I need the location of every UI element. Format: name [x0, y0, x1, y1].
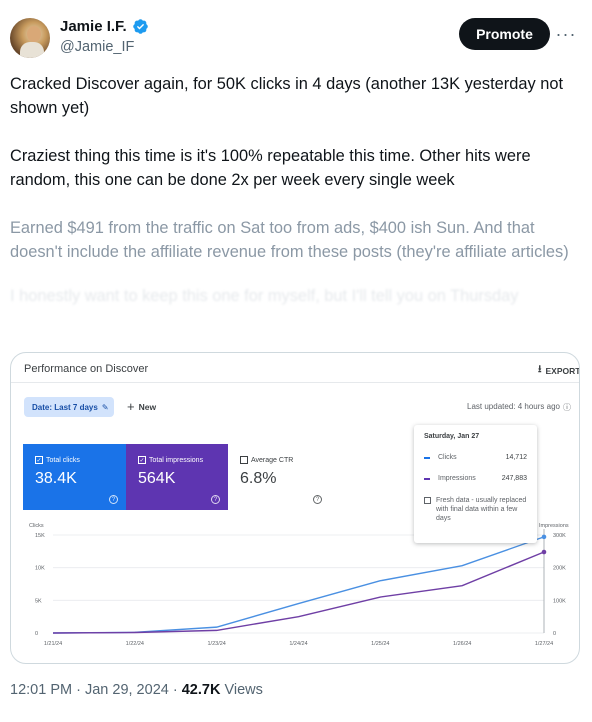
metric-label: Average CTR	[240, 456, 330, 464]
verified-badge-icon	[132, 19, 148, 34]
export-button[interactable]: ⭳ EXPORT	[538, 362, 580, 379]
left-tick-label: 5K	[35, 598, 42, 604]
tooltip-value: 247,883	[501, 475, 527, 482]
left-axis-label: Clicks	[29, 523, 44, 529]
discover-header: Performance on Discover ⭳ EXPORT	[11, 353, 579, 383]
new-label: New	[138, 401, 157, 412]
metric-label-text: Total clicks	[46, 456, 80, 464]
download-icon: ⭳	[538, 364, 542, 375]
tooltip-date: Saturday, Jan 27	[424, 433, 480, 440]
checkbox-checked-icon: ✓	[35, 456, 43, 464]
metric-label: ✓ Total clicks	[35, 456, 126, 464]
date-filter-label: Date: Last 7 days	[32, 402, 98, 412]
checkbox-checked-icon: ✓	[138, 456, 146, 464]
metric-label-text: Total impressions	[149, 456, 204, 464]
tweet-header: Jamie I.F. @Jamie_IF Promote ···	[0, 0, 592, 70]
tweet-paragraph: Craziest thing this time is it's 100% re…	[10, 147, 531, 189]
avatar[interactable]	[10, 18, 50, 58]
tweet-date[interactable]: Jan 29, 2024	[84, 682, 169, 698]
help-icon[interactable]: ?	[109, 495, 118, 504]
views-count: 42.7K	[181, 682, 221, 698]
tooltip-value: 14,712	[505, 454, 527, 461]
chart-tooltip: Saturday, Jan 27 Clicks 14,712 Impressio…	[414, 425, 537, 543]
left-tick-label: 15K	[35, 533, 45, 539]
right-tick-label: 300K	[553, 533, 566, 539]
x-tick-label: 1/26/24	[453, 641, 471, 647]
right-axis-label: Impressions	[539, 523, 569, 529]
x-tick-label: 1/21/24	[44, 641, 62, 647]
help-icon[interactable]: ?	[313, 495, 322, 504]
checkbox-unchecked-icon	[240, 456, 248, 464]
attached-image[interactable]: Performance on Discover ⭳ EXPORT Date: L…	[10, 352, 580, 664]
tooltip-row: Impressions 247,883	[424, 475, 527, 482]
metric-value: 38.4K	[35, 470, 77, 487]
tooltip-row: Clicks 14,712	[424, 454, 527, 461]
avatar-body	[20, 42, 44, 58]
right-tick-label: 0	[553, 631, 556, 637]
tweet-paragraph-faded: Earned $491 from the traffic on Sat too …	[10, 219, 569, 261]
series-line-clicks	[52, 536, 545, 634]
tweet-paragraph-ghost: I honestly want to keep this one for mys…	[10, 287, 519, 305]
metric-value: 564K	[138, 470, 176, 487]
x-tick-label: 1/27/24	[535, 641, 553, 647]
last-updated-text: Last updated: 4 hours ago	[467, 402, 560, 411]
author-handle[interactable]: @Jamie_IF	[60, 39, 135, 55]
tooltip-label: Clicks	[438, 454, 457, 461]
help-icon: ⓘ	[562, 403, 571, 412]
fresh-data-icon	[424, 497, 431, 504]
separator: ·	[76, 682, 85, 698]
x-tick-label: 1/25/24	[371, 641, 389, 647]
x-tick-label: 1/23/24	[207, 641, 225, 647]
new-filter-button[interactable]: + New	[127, 399, 156, 414]
data-point-impressions	[541, 549, 547, 555]
data-point-clicks	[541, 534, 547, 540]
edit-pencil-icon: ✎	[101, 402, 109, 412]
tweet-paragraph: Cracked Discover again, for 50K clicks i…	[10, 75, 563, 117]
performance-chart[interactable]: 15K 300K 10K 200K 5K 100K 0 0 Clicks Impressions 1…	[11, 353, 580, 664]
metric-label: ✓ Total impressions	[138, 456, 228, 464]
author-name[interactable]: Jamie I.F.	[60, 18, 127, 35]
tweet-text: Cracked Discover again, for 50K clicks i…	[10, 72, 582, 308]
promote-button[interactable]: Promote	[459, 18, 550, 50]
x-tick-label: 1/22/24	[126, 641, 144, 647]
author-row: Jamie I.F.	[60, 18, 149, 35]
metric-card-impressions[interactable]: ✓ Total impressions 564K ?	[126, 444, 228, 510]
tooltip-note: Fresh data - usually replaced with final…	[424, 496, 527, 523]
right-tick-label: 100K	[553, 598, 566, 604]
right-tick-label: 200K	[553, 566, 566, 572]
legend-swatch-clicks	[424, 456, 430, 459]
left-tick-label: 0	[35, 631, 38, 637]
tweet-time[interactable]: 12:01 PM	[10, 682, 73, 698]
discover-title: Performance on Discover	[24, 363, 149, 375]
export-label: EXPORT	[545, 365, 580, 376]
date-filter-chip[interactable]: Date: Last 7 days ✎	[24, 397, 114, 417]
metric-value: 6.8%	[240, 470, 277, 487]
plus-icon: +	[127, 399, 135, 414]
separator: ·	[172, 682, 182, 698]
tweet-meta: 12:01 PM · Jan 29, 2024 · 42.7K Views	[10, 682, 263, 698]
metric-label-text: Average CTR	[251, 456, 294, 464]
more-horizontal-icon[interactable]: ···	[555, 23, 577, 44]
metric-card-clicks[interactable]: ✓ Total clicks 38.4K ?	[23, 444, 126, 510]
series-line-impressions	[52, 551, 545, 634]
views-label: Views	[224, 682, 263, 698]
last-updated: Last updated: 4 hours ago ⓘ	[467, 402, 571, 413]
help-icon[interactable]: ?	[211, 495, 220, 504]
tooltip-note-text: Fresh data - usually replaced with final…	[436, 497, 527, 522]
metric-card-ctr[interactable]: Average CTR 6.8% ?	[228, 444, 330, 510]
tooltip-label: Impressions	[438, 475, 476, 482]
legend-swatch-impressions	[424, 477, 430, 480]
avatar-face	[27, 26, 41, 42]
x-tick-label: 1/24/24	[289, 641, 307, 647]
left-tick-label: 10K	[35, 566, 45, 572]
